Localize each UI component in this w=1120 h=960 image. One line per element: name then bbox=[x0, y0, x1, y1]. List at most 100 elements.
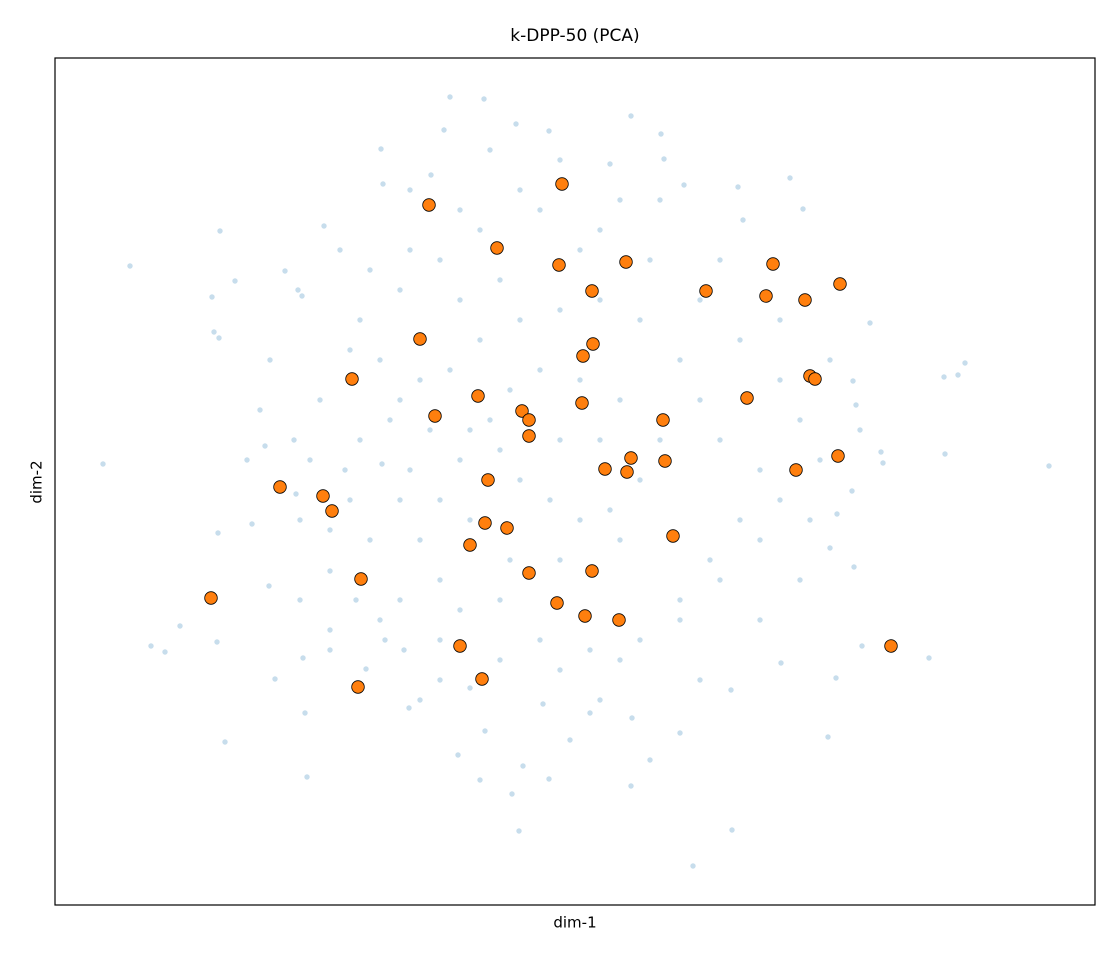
background-point bbox=[467, 517, 473, 523]
background-point bbox=[215, 530, 221, 536]
background-point bbox=[537, 637, 543, 643]
background-point bbox=[629, 715, 635, 721]
background-point bbox=[299, 293, 305, 299]
selected-point bbox=[666, 529, 680, 543]
background-point bbox=[757, 617, 763, 623]
background-point bbox=[658, 131, 664, 137]
background-point bbox=[825, 734, 831, 740]
selected-point bbox=[884, 639, 898, 653]
background-point bbox=[211, 329, 217, 335]
background-point bbox=[327, 568, 333, 574]
selected-point bbox=[578, 609, 592, 623]
background-point bbox=[417, 377, 423, 383]
selected-point bbox=[555, 177, 569, 191]
background-point bbox=[249, 521, 255, 527]
background-point bbox=[1046, 463, 1052, 469]
selected-point bbox=[478, 516, 492, 530]
background-point bbox=[387, 417, 393, 423]
background-point bbox=[647, 257, 653, 263]
background-point bbox=[357, 317, 363, 323]
background-point bbox=[513, 121, 519, 127]
background-point bbox=[304, 774, 310, 780]
background-point bbox=[777, 317, 783, 323]
background-point bbox=[347, 347, 353, 353]
background-point bbox=[637, 637, 643, 643]
selected-point bbox=[759, 289, 773, 303]
background-point bbox=[800, 206, 806, 212]
background-point bbox=[607, 507, 613, 513]
background-point bbox=[647, 757, 653, 763]
background-point bbox=[537, 367, 543, 373]
plot-frame bbox=[54, 57, 1096, 906]
background-point bbox=[297, 517, 303, 523]
background-point bbox=[681, 182, 687, 188]
background-point bbox=[127, 263, 133, 269]
selected-point bbox=[490, 241, 504, 255]
selected-point bbox=[699, 284, 713, 298]
background-point bbox=[100, 461, 106, 467]
selected-point bbox=[500, 521, 514, 535]
background-point bbox=[834, 511, 840, 517]
selected-point bbox=[789, 463, 803, 477]
background-point bbox=[272, 676, 278, 682]
background-point bbox=[617, 657, 623, 663]
background-point bbox=[962, 360, 968, 366]
selected-point bbox=[422, 198, 436, 212]
background-point bbox=[397, 597, 403, 603]
background-point bbox=[447, 94, 453, 100]
selected-point bbox=[575, 396, 589, 410]
background-point bbox=[507, 387, 513, 393]
background-point bbox=[266, 583, 272, 589]
background-point bbox=[628, 113, 634, 119]
background-point bbox=[457, 607, 463, 613]
background-point bbox=[617, 197, 623, 203]
background-point bbox=[148, 643, 154, 649]
selected-point bbox=[585, 564, 599, 578]
background-point bbox=[850, 378, 856, 384]
y-axis-label: dim-2 bbox=[28, 460, 46, 503]
background-point bbox=[437, 577, 443, 583]
background-point bbox=[291, 437, 297, 443]
selected-point bbox=[550, 596, 564, 610]
background-point bbox=[477, 227, 483, 233]
background-point bbox=[406, 705, 412, 711]
background-point bbox=[487, 417, 493, 423]
selected-point bbox=[413, 332, 427, 346]
background-point bbox=[797, 577, 803, 583]
background-point bbox=[827, 357, 833, 363]
background-point bbox=[282, 268, 288, 274]
selected-point bbox=[585, 284, 599, 298]
selected-point bbox=[481, 473, 495, 487]
selected-point bbox=[428, 409, 442, 423]
background-point bbox=[537, 207, 543, 213]
background-point bbox=[297, 597, 303, 603]
background-point bbox=[707, 557, 713, 563]
background-point bbox=[597, 227, 603, 233]
selected-point bbox=[612, 613, 626, 627]
background-point bbox=[216, 335, 222, 341]
selected-point bbox=[351, 680, 365, 694]
x-axis-label: dim-1 bbox=[553, 914, 596, 932]
background-point bbox=[878, 449, 884, 455]
background-point bbox=[457, 207, 463, 213]
selected-point bbox=[453, 639, 467, 653]
background-point bbox=[507, 557, 513, 563]
background-point bbox=[407, 467, 413, 473]
selected-point bbox=[552, 258, 566, 272]
background-point bbox=[577, 377, 583, 383]
selected-point bbox=[576, 349, 590, 363]
background-point bbox=[833, 675, 839, 681]
background-point bbox=[337, 247, 343, 253]
background-point bbox=[317, 397, 323, 403]
background-point bbox=[467, 685, 473, 691]
background-point bbox=[367, 267, 373, 273]
background-point bbox=[307, 457, 313, 463]
background-point bbox=[540, 701, 546, 707]
background-point bbox=[437, 677, 443, 683]
background-point bbox=[177, 623, 183, 629]
background-point bbox=[382, 637, 388, 643]
background-point bbox=[587, 647, 593, 653]
background-point bbox=[728, 687, 734, 693]
background-point bbox=[497, 447, 503, 453]
